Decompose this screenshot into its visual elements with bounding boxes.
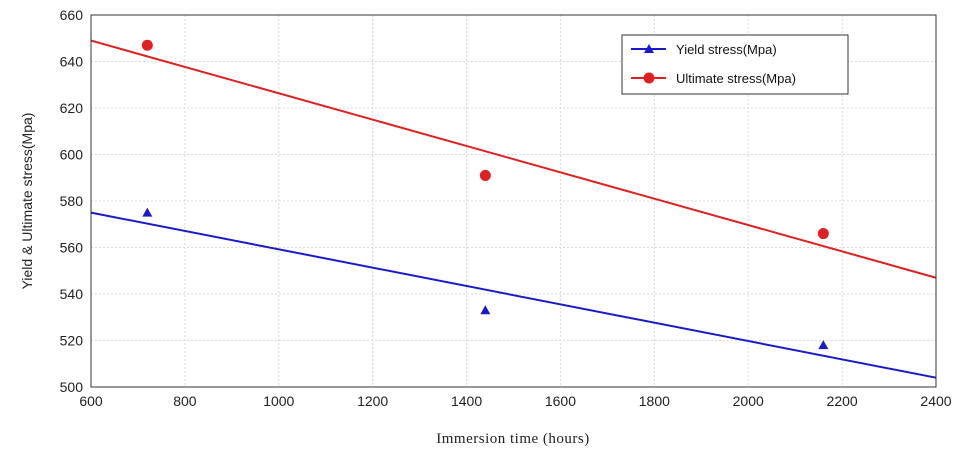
x-tick-label: 2400 [920,393,951,409]
legend-yield-marker [644,44,654,53]
y-tick-label: 500 [60,379,84,395]
y-tick-label: 620 [60,100,84,116]
x-tick-label: 1200 [357,393,388,409]
x-tick-label: 1000 [263,393,294,409]
yield-stress-point [142,207,153,217]
tick-labels: 600 800 1000 1200 1400 1600 1800 2000 2200 2400 50… [60,7,952,409]
legend-ultimate-marker [643,72,655,84]
x-tick-label: 1800 [639,393,670,409]
x-tick-label: 2200 [827,393,858,409]
x-axis-title: Immersion time (hours) [436,431,589,447]
y-tick-label: 560 [60,240,84,256]
y-tick-label: 540 [60,286,84,302]
legend: Yield stress(Mpa) Ultimate stress(Mpa) [621,34,849,95]
x-tick-label: 1600 [545,393,576,409]
yield-stress-point [480,305,491,315]
y-tick-label: 580 [60,193,84,209]
y-tick-label: 600 [60,147,84,163]
legend-box [621,34,849,95]
x-tick-label: 800 [173,393,197,409]
legend-yield-label: Yield stress(Mpa) [676,42,777,57]
x-tick-label: 2000 [733,393,764,409]
plot-frame [90,14,937,388]
x-tick-label: 600 [79,393,103,409]
legend-entries: Yield stress(Mpa) Ultimate stress(Mpa) [631,42,796,86]
ultimate-stress-point [141,39,153,51]
y-tick-label: 640 [60,54,84,70]
y-tick-label: 520 [60,333,84,349]
ultimate-stress-point [817,228,829,240]
yield-stress-fit-line [90,211,937,379]
data-points [141,39,829,350]
y-tick-label: 660 [60,7,84,23]
y-axis-title: Yield & Ultimate stress(Mpa) [19,113,35,290]
legend-ultimate-label: Ultimate stress(Mpa) [676,71,796,86]
fit-lines [90,39,937,379]
ultimate-stress-point [479,169,491,181]
yield-stress-point [818,340,829,350]
x-tick-label: 1400 [451,393,482,409]
ultimate-stress-fit-line [90,39,937,279]
